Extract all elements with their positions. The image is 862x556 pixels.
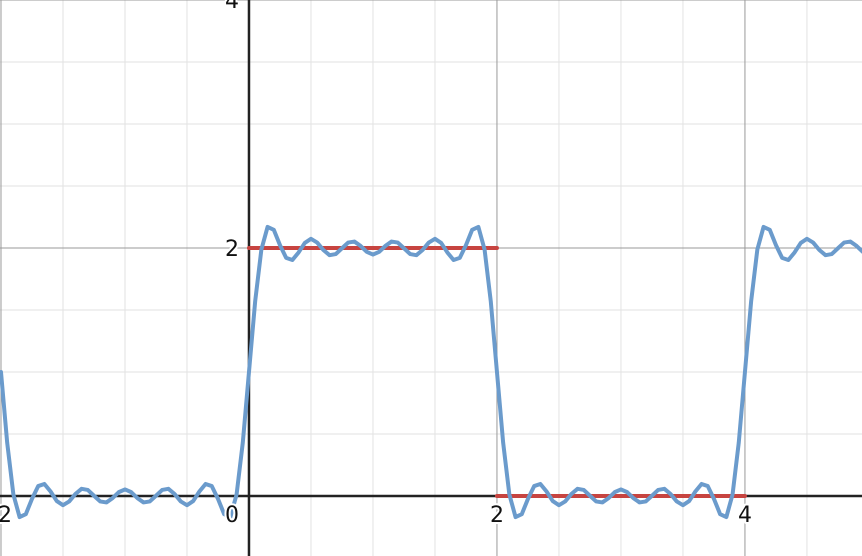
curve <box>246 245 747 498</box>
x-tick-label: 0 <box>225 503 239 528</box>
x-tick-label: 4 <box>738 503 752 528</box>
x-tick-label: 2 <box>490 503 504 528</box>
y-tick-label: 4 <box>225 0 239 14</box>
curve <box>0 224 862 520</box>
y-tick-label: 2 <box>225 237 239 262</box>
x-tick-label: -2 <box>0 503 12 528</box>
